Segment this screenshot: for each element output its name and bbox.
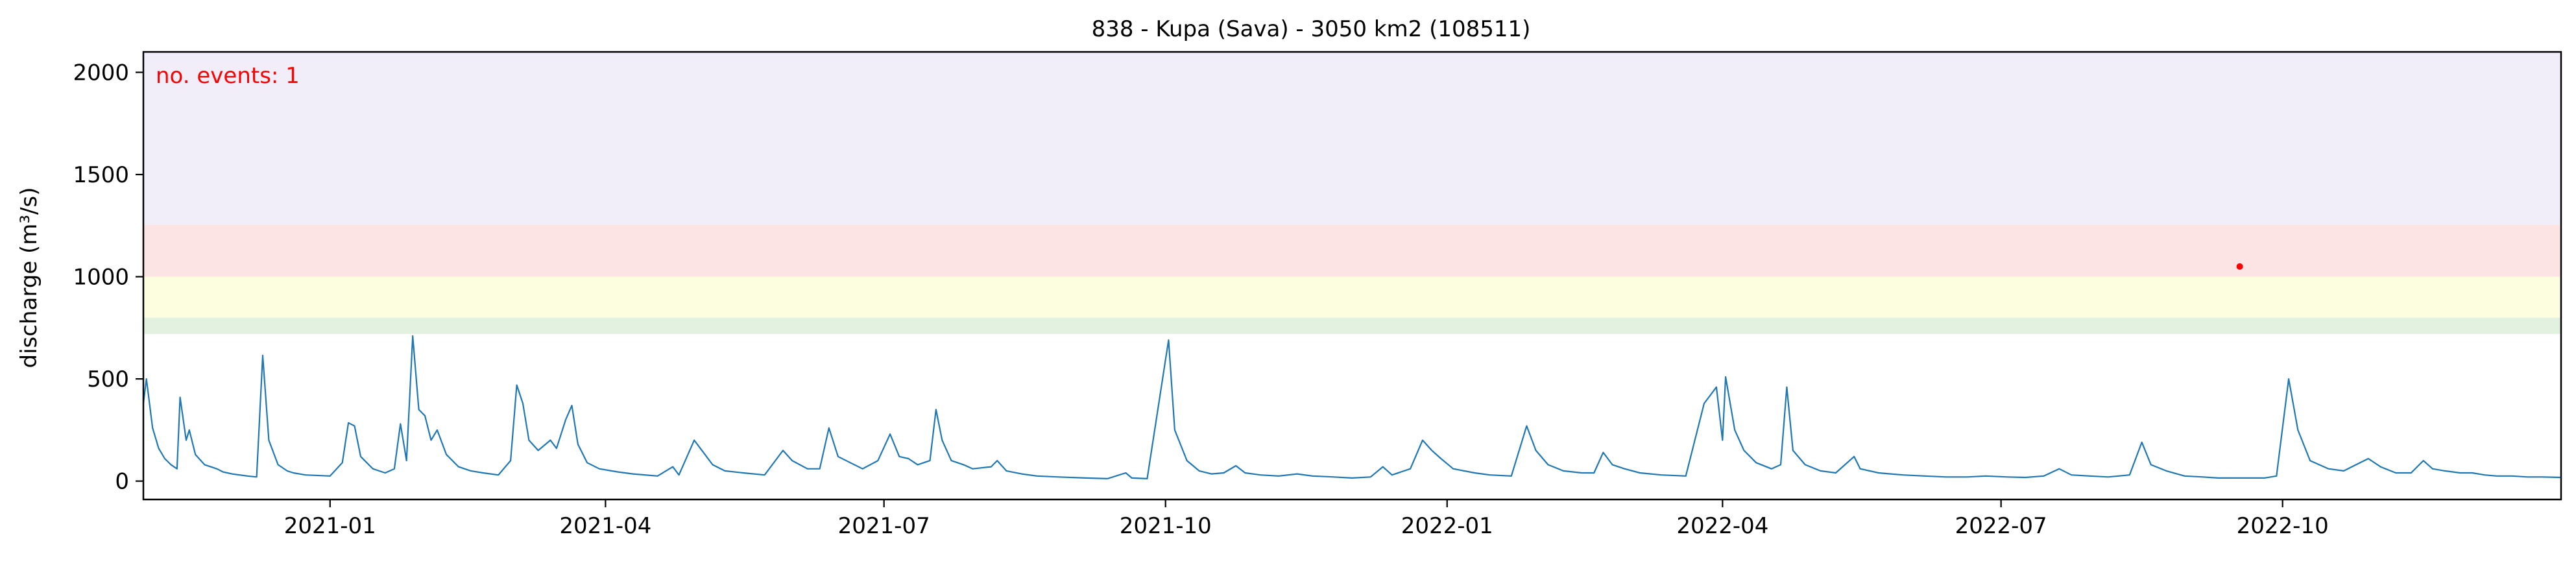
x-tick-label-2021-01: 2021-01 xyxy=(284,513,376,539)
threshold-bands xyxy=(143,52,2561,334)
x-tick-label-2021-04: 2021-04 xyxy=(559,513,651,539)
events-count-annotation: no. events: 1 xyxy=(156,63,300,89)
y-tick-label-1000: 1000 xyxy=(73,265,129,291)
y-tick-label-1500: 1500 xyxy=(73,162,129,188)
y-axis-label: discharge (m³/s) xyxy=(16,187,42,368)
threshold-band-1 xyxy=(143,317,2561,334)
x-tick-label-2022-07: 2022-07 xyxy=(1955,513,2047,539)
x-tick-label-2022-04: 2022-04 xyxy=(1676,513,1768,539)
chart-title: 838 - Kupa (Sava) - 3050 km2 (108511) xyxy=(1092,16,1531,42)
y-tick-label-2000: 2000 xyxy=(73,60,129,86)
x-tick-label-2021-07: 2021-07 xyxy=(838,513,930,539)
x-tick-label-2022-10: 2022-10 xyxy=(2237,513,2329,539)
y-tick-label-500: 500 xyxy=(87,367,129,392)
plot-frame xyxy=(142,51,2562,501)
x-tick-label-2022-01: 2022-01 xyxy=(1401,513,1493,539)
event-markers xyxy=(2236,263,2243,270)
series-layer xyxy=(142,335,2562,479)
series-line-discharge xyxy=(142,335,2562,479)
x-axis: 2021-01 2021-04 2021-07 2021-10 2022-01 2022-… xyxy=(284,499,2329,539)
y-axis: 0 500 1000 1500 2000 xyxy=(73,60,143,495)
threshold-band-2 xyxy=(143,276,2561,318)
threshold-band-3 xyxy=(143,224,2561,277)
y-tick-label-0: 0 xyxy=(115,469,129,495)
event-marker-1 xyxy=(2236,263,2243,270)
x-tick-label-2021-10: 2021-10 xyxy=(1120,513,1212,539)
threshold-band-4 xyxy=(143,52,2561,225)
